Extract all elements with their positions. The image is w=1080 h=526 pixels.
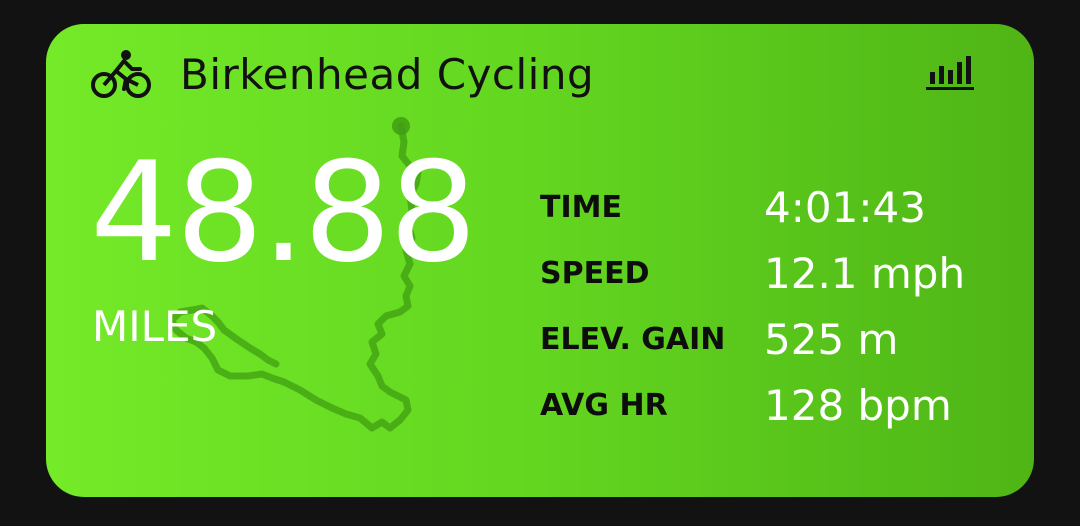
stats-list: TIME 4:01:43 SPEED 12.1 mph ELEV. GAIN 5… <box>540 174 1010 438</box>
stat-row-avg-hr: AVG HR 128 bpm <box>540 372 1010 438</box>
stat-row-elevation-gain: ELEV. GAIN 525 m <box>540 306 1010 372</box>
stat-value: 525 m <box>764 314 899 364</box>
stat-value: 12.1 mph <box>764 248 966 298</box>
stat-value: 128 bpm <box>764 380 952 430</box>
stat-label: TIME <box>540 189 622 225</box>
stat-row-time: TIME 4:01:43 <box>540 174 1010 240</box>
activity-title: Birkenhead Cycling <box>180 49 595 99</box>
bike-icon <box>91 50 151 98</box>
stat-label: SPEED <box>540 255 650 291</box>
stat-value: 4:01:43 <box>764 182 926 232</box>
stat-label: ELEV. GAIN <box>540 321 726 357</box>
bar-chart-icon[interactable] <box>926 52 974 92</box>
stat-row-speed: SPEED 12.1 mph <box>540 240 1010 306</box>
distance-value: 48.88 <box>90 132 477 293</box>
card-header: Birkenhead Cycling <box>90 46 594 102</box>
distance-unit: MILES <box>92 302 218 351</box>
route-map <box>168 117 422 432</box>
stat-label: AVG HR <box>540 387 668 423</box>
activity-card[interactable]: Birkenhead Cycling 48.88 MILES TIME 4:01… <box>46 24 1034 497</box>
